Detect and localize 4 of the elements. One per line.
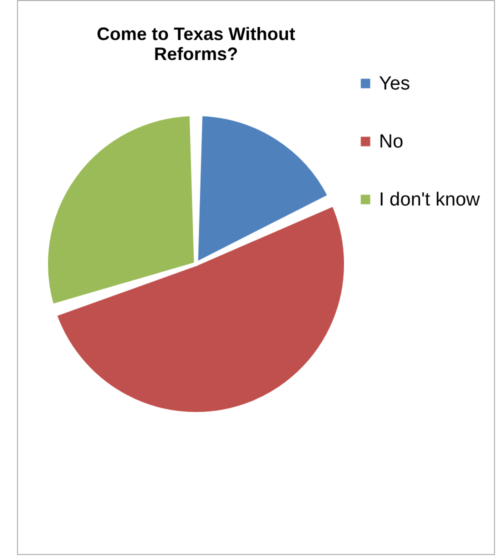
legend-label: Yes bbox=[379, 74, 410, 94]
legend-label: No bbox=[379, 132, 404, 152]
chart-title: Come to Texas Without Reforms? bbox=[96, 24, 296, 64]
legend-label: I don't know bbox=[379, 190, 480, 210]
